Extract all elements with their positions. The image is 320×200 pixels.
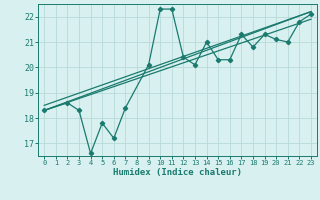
X-axis label: Humidex (Indice chaleur): Humidex (Indice chaleur) <box>113 168 242 177</box>
